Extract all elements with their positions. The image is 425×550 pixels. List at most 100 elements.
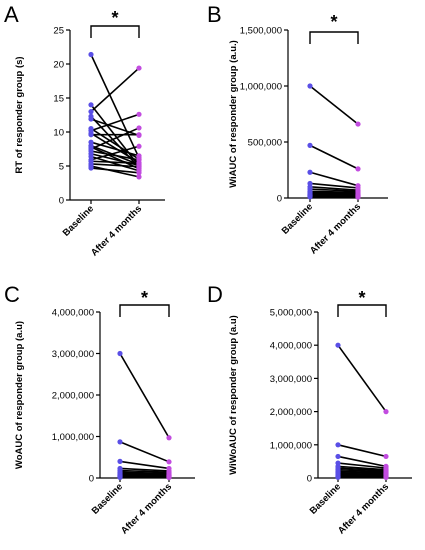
pair-line (90, 127, 140, 150)
x-tick-label: After 4 months (89, 203, 144, 258)
baseline-point (117, 458, 123, 464)
y-axis-label: RT of responder group (s) (14, 56, 25, 173)
pair-line (309, 144, 359, 170)
y-tick-label: 0 (59, 196, 64, 207)
pair-line (309, 188, 359, 193)
x-tick-label: After 4 months (308, 201, 363, 256)
after-point (166, 474, 172, 481)
baseline-point (88, 165, 94, 171)
pair-line (337, 465, 387, 471)
after-point (136, 174, 142, 180)
y-tick-label: 1,000,000 (270, 440, 312, 451)
baseline-point (88, 51, 94, 58)
y-tick-label: 3,000,000 (270, 374, 312, 385)
pair-line (309, 190, 359, 194)
panel-letter: B (207, 2, 222, 27)
after-point (166, 459, 172, 465)
y-tick-label: 3,000,000 (52, 349, 94, 360)
significance-bracket (337, 304, 387, 317)
after-point (166, 435, 172, 441)
baseline-point (117, 350, 123, 357)
baseline-point (117, 474, 123, 480)
after-point (355, 166, 361, 172)
y-tick-label: 4,000,000 (270, 341, 312, 352)
x-tick-label: After 4 months (336, 481, 391, 536)
x-tick-label: Baseline (90, 481, 125, 516)
pair-line (337, 471, 387, 475)
pair-line (119, 469, 170, 473)
pair-line (90, 54, 140, 159)
baseline-point (335, 342, 341, 348)
y-tick-label: 20 (53, 60, 64, 71)
x-tick-label: Baseline (61, 203, 96, 238)
pair-line (309, 171, 359, 187)
y-tick-label: 5 (59, 162, 64, 173)
panel-d: D 0 1,000,000 2,000,000 3,000,000 4,000,000 5,… (207, 282, 412, 537)
after-point (136, 125, 142, 131)
baseline-point (307, 194, 313, 200)
y-tick-label: 25 (53, 26, 64, 37)
pair-line (309, 182, 359, 189)
significance-star: * (111, 8, 118, 28)
after-point (136, 132, 142, 138)
significance-star: * (141, 288, 148, 308)
pair-line (90, 160, 140, 165)
pair-line (337, 444, 387, 458)
significance-bracket (90, 25, 140, 38)
significance-bracket (119, 304, 170, 317)
after-point (136, 164, 142, 170)
pair-line (119, 460, 170, 470)
y-tick-label: 2,000,000 (270, 407, 312, 418)
pair-line (90, 150, 140, 161)
y-tick-label: 0 (307, 474, 312, 485)
pair-line (119, 472, 170, 476)
pair-line (337, 462, 387, 469)
after-point (136, 143, 142, 149)
panel-c: C 0 1,000,000 2,000,000 3,000,000 4,000,000 Ba… (4, 282, 195, 537)
y-axis-label: WiWoAUC of responder group (a.u) (228, 315, 239, 475)
y-tick-label: 4,000,000 (52, 308, 94, 319)
baseline-point (88, 116, 94, 122)
baseline-point (307, 83, 313, 89)
baseline-point (88, 109, 94, 115)
x-tick-label: Baseline (280, 201, 315, 236)
after-point (136, 111, 142, 117)
pair-line (337, 470, 387, 474)
y-tick-label: 2,000,000 (52, 391, 94, 402)
pair-line (90, 113, 140, 132)
pair-line (119, 353, 170, 439)
y-tick-label: 0 (89, 474, 94, 485)
pair-line (309, 191, 359, 195)
pair-line (337, 467, 387, 472)
pair-line (119, 441, 170, 463)
baseline-point (307, 142, 313, 148)
pair-line (90, 145, 140, 161)
baseline-point (335, 474, 341, 480)
y-tick-label: 1,000,000 (240, 82, 282, 93)
y-axis-label: WoAUC of responder group (a.u) (14, 321, 25, 469)
pair-line (309, 85, 359, 125)
panel-letter: A (4, 2, 19, 27)
pair-line (90, 165, 140, 178)
pair-line (337, 344, 387, 413)
pair-line (90, 67, 140, 113)
baseline-point (335, 442, 341, 448)
significance-star: * (330, 12, 337, 32)
after-point (136, 170, 142, 176)
pair-line (119, 471, 170, 475)
baseline-point (88, 102, 94, 108)
after-point (383, 453, 389, 460)
after-point (383, 409, 389, 415)
y-tick-label: 10 (53, 128, 64, 139)
pair-line (90, 167, 140, 174)
x-tick-label: After 4 months (119, 481, 174, 536)
baseline-point (88, 132, 94, 138)
significance-bracket (309, 31, 359, 44)
panel-letter: D (207, 282, 223, 307)
after-point (355, 194, 361, 200)
after-point (136, 65, 142, 71)
baseline-point (307, 169, 313, 175)
y-tick-label: 15 (53, 94, 64, 105)
pair-line (90, 118, 140, 137)
